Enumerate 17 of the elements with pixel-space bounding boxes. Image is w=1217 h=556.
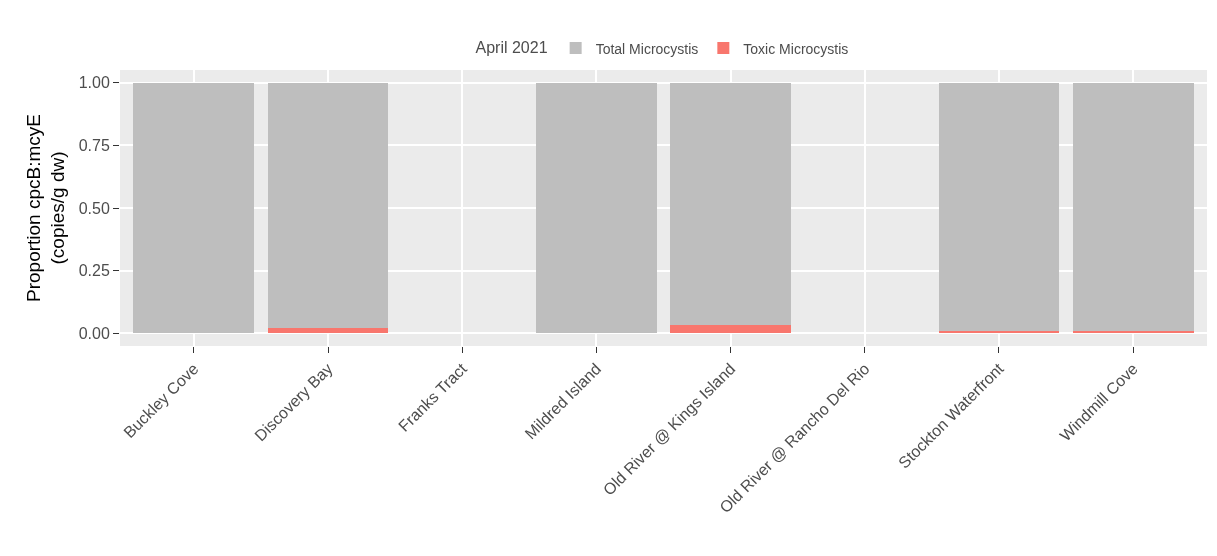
- bar: [267, 82, 389, 329]
- y-tick-label: 0.25: [78, 262, 110, 280]
- y-tick-label: 0.75: [78, 136, 110, 154]
- y-tick-label: 0.00: [78, 325, 110, 343]
- legend-label: Total Microcystis: [595, 40, 699, 57]
- bar: [1072, 82, 1194, 331]
- bar: [670, 82, 791, 325]
- legend-label: Toxic Microcystis: [743, 40, 849, 57]
- y-tick-label: 1.00: [78, 74, 110, 92]
- bar: [938, 82, 1060, 331]
- bar: [133, 82, 255, 334]
- y-axis-title: Proportion cpcB:mcyE (copies/g dw): [22, 114, 69, 302]
- bar: [670, 324, 791, 334]
- y-tick-label: 0.50: [78, 199, 110, 217]
- bar: [536, 82, 657, 334]
- legend-title: April 2021: [475, 39, 548, 57]
- bar: [267, 328, 389, 334]
